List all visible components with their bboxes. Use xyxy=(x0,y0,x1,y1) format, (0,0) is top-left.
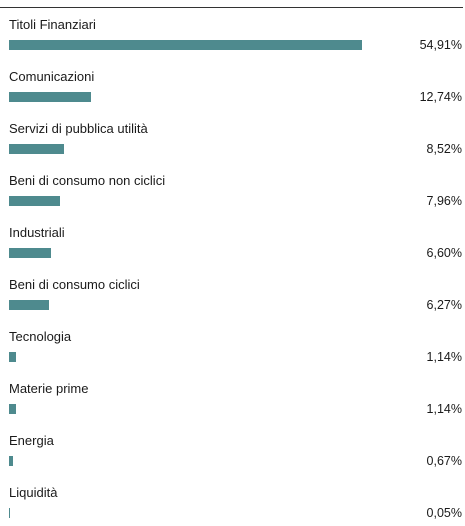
value-label: 0,67% xyxy=(426,454,462,468)
bar xyxy=(9,508,10,518)
value-label: 54,91% xyxy=(419,38,462,52)
bar-row: Industriali 6,60% xyxy=(0,214,465,266)
value-label: 0,05% xyxy=(426,506,462,520)
category-label: Materie prime xyxy=(9,381,89,396)
value-label: 6,60% xyxy=(426,246,462,260)
bar-row: Servizi di pubblica utilità 8,52% xyxy=(0,110,465,162)
bar xyxy=(9,300,50,310)
category-label: Industriali xyxy=(9,225,65,240)
category-label: Titoli Finanziari xyxy=(9,17,96,32)
value-label: 1,14% xyxy=(426,402,462,416)
bar-row: Titoli Finanziari 54,91% xyxy=(0,6,465,58)
category-label: Comunicazioni xyxy=(9,69,95,84)
bar-row: Energia 0,67% xyxy=(0,422,465,474)
bar xyxy=(9,456,14,466)
sector-allocation-chart: Titoli Finanziari 54,91% Comunicazioni 12,7… xyxy=(0,6,465,520)
bar-row: Liquidità 0,05% xyxy=(0,474,465,526)
top-divider xyxy=(0,7,463,8)
category-label: Tecnologia xyxy=(9,329,72,344)
value-label: 7,96% xyxy=(426,194,462,208)
bar xyxy=(9,248,52,258)
bar xyxy=(9,196,61,206)
value-label: 1,14% xyxy=(426,350,462,364)
bar xyxy=(9,144,64,154)
bar-row: Beni di consumo non ciclici 7,96% xyxy=(0,162,465,214)
bar-row: Materie prime 1,14% xyxy=(0,370,465,422)
category-label: Beni di consumo ciclici xyxy=(9,277,140,292)
bar xyxy=(9,352,17,362)
category-label: Liquidità xyxy=(9,485,58,500)
bar xyxy=(9,92,91,102)
category-label: Beni di consumo non ciclici xyxy=(9,173,166,188)
category-label: Energia xyxy=(9,433,54,448)
value-label: 12,74% xyxy=(419,90,462,104)
value-label: 6,27% xyxy=(426,298,462,312)
bar xyxy=(9,40,362,50)
bar-row: Comunicazioni 12,74% xyxy=(0,58,465,110)
category-label: Servizi di pubblica utilità xyxy=(9,121,148,136)
bar xyxy=(9,404,17,414)
bar-row: Tecnologia 1,14% xyxy=(0,318,465,370)
value-label: 8,52% xyxy=(426,142,462,156)
bar-row: Beni di consumo ciclici 6,27% xyxy=(0,266,465,318)
